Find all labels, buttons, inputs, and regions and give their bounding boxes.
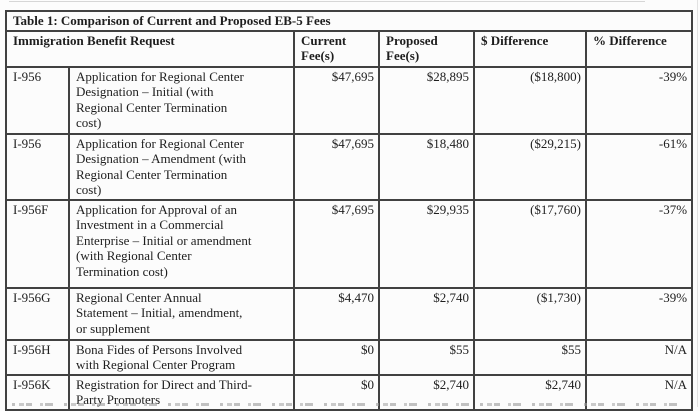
dollar-difference-cell: ($29,215) — [473, 132, 587, 201]
table-row: I-956H Bona Fides of Persons Involved wi… — [5, 338, 694, 376]
clipped-previous-line-artifact — [9, 1, 645, 2]
current-fee-cell: $0 — [293, 338, 380, 376]
dollar-difference-cell: $55 — [473, 338, 587, 376]
description-cell: Regional Center Annual Statement – Initi… — [68, 286, 295, 341]
table-title-row: Table 1: Comparison of Current and Propo… — [4, 10, 694, 32]
percent-difference-cell: -61% — [584, 132, 694, 201]
proposed-fee-cell: $28,895 — [378, 65, 475, 135]
column-header-dollar-difference: $ Difference — [473, 29, 587, 68]
column-header-proposed-fees: Proposed Fee(s) — [378, 29, 475, 68]
fees-comparison-table: Table 1: Comparison of Current and Propo… — [4, 10, 694, 411]
proposed-fee-cell: $55 — [378, 338, 475, 376]
table-row: I-956 Application for Regional Center De… — [5, 65, 694, 135]
table-header-row: Immigration Benefit Request Current Fee(… — [5, 29, 694, 68]
column-header-immigration-benefit-request: Immigration Benefit Request — [5, 29, 295, 68]
description-cell: Application for Regional Center Designat… — [68, 132, 295, 201]
form-code-cell: I-956 — [5, 65, 70, 135]
current-fee-cell: $47,695 — [293, 132, 380, 201]
proposed-fee-cell: $29,935 — [378, 198, 475, 289]
current-fee-cell: $47,695 — [293, 65, 380, 135]
description-cell: Application for Regional Center Designat… — [68, 65, 295, 135]
page-edge-artifact — [697, 0, 698, 407]
form-code-cell: I-956 — [5, 132, 70, 201]
current-fee-cell: $47,695 — [293, 198, 380, 289]
column-header-current-fees: Current Fee(s) — [293, 29, 380, 68]
form-code-cell: I-956G — [5, 286, 70, 341]
percent-difference-cell: -37% — [584, 198, 694, 289]
table-row: I-956 Application for Regional Center De… — [5, 132, 694, 201]
description-cell: Bona Fides of Persons Involved with Regi… — [68, 338, 295, 376]
percent-difference-cell: N/A — [584, 338, 694, 376]
description-cell: Application for Approval of an Investmen… — [68, 198, 295, 289]
form-code-cell: I-956H — [5, 338, 70, 376]
column-header-percent-difference: % Difference — [584, 29, 694, 68]
dollar-difference-cell: ($17,760) — [473, 198, 587, 289]
dollar-difference-cell: ($1,730) — [473, 286, 587, 341]
percent-difference-cell: -39% — [584, 65, 694, 135]
form-code-cell: I-956F — [5, 198, 70, 289]
current-fee-cell: $4,470 — [293, 286, 380, 341]
table-row: I-956F Application for Approval of an In… — [5, 198, 694, 289]
proposed-fee-cell: $2,740 — [378, 286, 475, 341]
proposed-fee-cell: $18,480 — [378, 132, 475, 201]
table-row: I-956G Regional Center Annual Statement … — [5, 286, 694, 341]
table-title: Table 1: Comparison of Current and Propo… — [4, 10, 694, 32]
percent-difference-cell: -39% — [584, 286, 694, 341]
dollar-difference-cell: ($18,800) — [473, 65, 587, 135]
clipped-next-paragraph-top — [12, 403, 688, 406]
